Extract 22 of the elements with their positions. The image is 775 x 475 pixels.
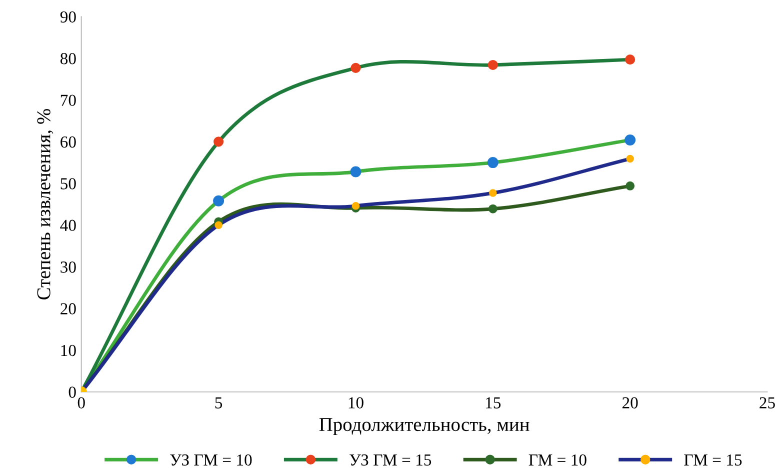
- x-tick-label: 20: [622, 397, 638, 408]
- legend-label: ГМ = 10: [528, 454, 586, 466]
- y-tick-label: 90: [60, 11, 76, 23]
- y-tick-label: 0: [68, 386, 76, 398]
- x-tick-label: 0: [78, 397, 85, 408]
- legend-label: УЗ ГМ = 10: [170, 454, 252, 466]
- x-axis-title: Продолжительность, мин: [319, 418, 530, 436]
- y-tick-label: 80: [60, 53, 76, 64]
- y-axis-title: Степень извлечения, %: [37, 108, 54, 300]
- y-tick-label: 60: [60, 136, 76, 148]
- x-tick-label: 5: [215, 397, 222, 408]
- y-tick-label: 40: [60, 220, 76, 232]
- legend-label: УЗ ГМ = 15: [350, 454, 432, 466]
- y-tick-label: 20: [60, 303, 76, 314]
- y-tick-label: 50: [60, 178, 76, 190]
- y-tick-label: 10: [61, 344, 76, 356]
- y-tick-label: 70: [60, 94, 76, 106]
- legend-label: ГМ = 15: [684, 454, 742, 466]
- x-tick-label: 10: [348, 397, 364, 408]
- y-tick-label: 30: [60, 261, 76, 273]
- x-tick-label: 25: [760, 397, 775, 408]
- x-tick-label: 15: [486, 397, 501, 408]
